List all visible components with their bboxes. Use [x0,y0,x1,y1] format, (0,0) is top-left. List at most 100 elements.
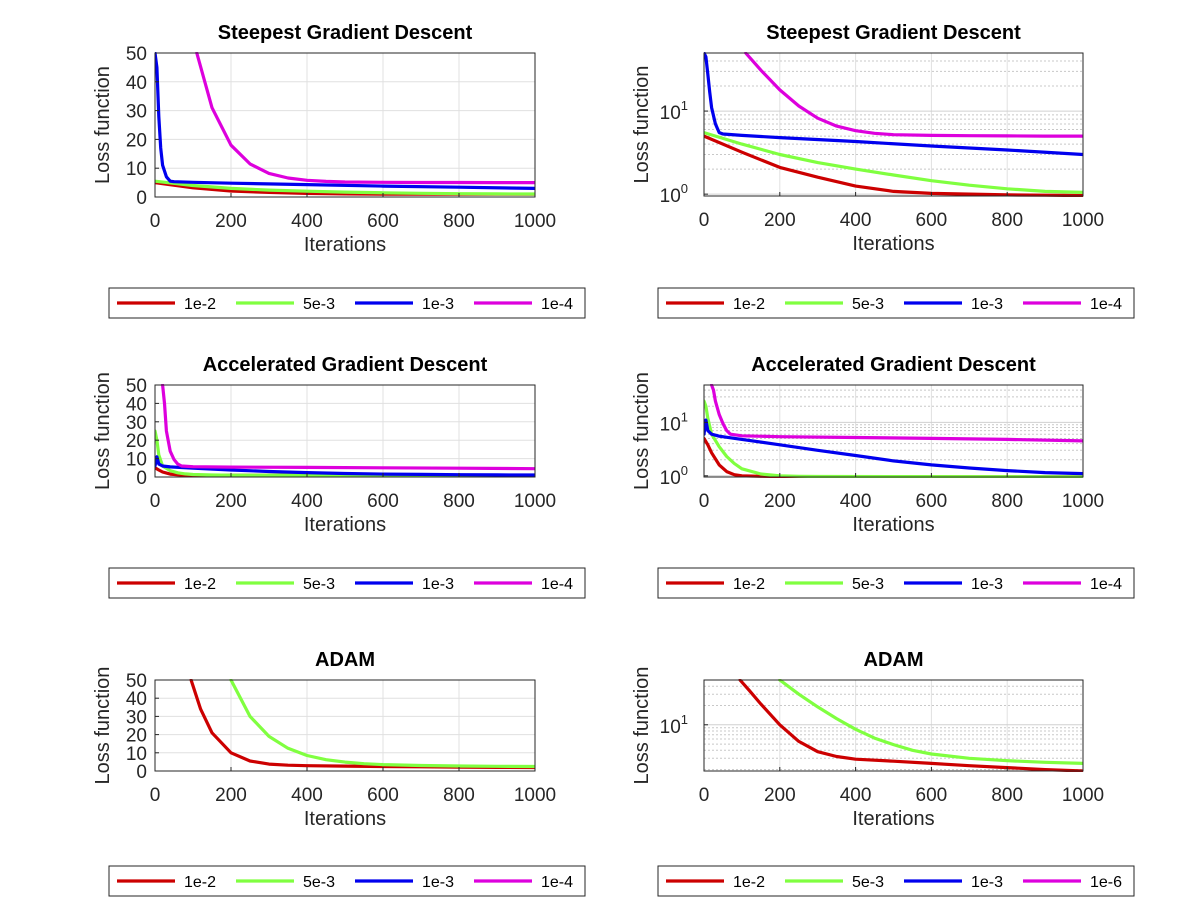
y-tick-label: 40 [126,73,147,94]
y-tick-label: 40 [126,394,147,415]
y-tick-label: 10 [126,450,147,471]
legend-label-5e-3: 5e-3 [852,576,884,593]
chart-panel-4: 0 200 400 600 800 1000 100 101 Accelerated Gradi… [631,354,1135,599]
legend-label-1e-4: 1e-4 [1090,576,1122,593]
axes-box [154,679,536,772]
y-tick-label: 100 [660,181,688,207]
x-axis-label: Iterations [852,233,934,255]
series-group [704,384,1083,478]
y-tick-label: 30 [126,707,147,728]
y-tick-label: 30 [126,102,147,123]
legend-label-1e-4: 1e-4 [1090,296,1122,313]
legend-label-1e-4: 1e-4 [541,576,573,593]
legend: 1e-2 5e-3 1e-3 1e-4 [657,567,1135,599]
chart-title: Steepest Gradient Descent [766,22,1021,44]
series-group [738,679,1083,772]
x-tick-label: 800 [991,210,1023,231]
legend-label-5e-3: 5e-3 [303,296,335,313]
plot-area [155,385,535,477]
legend-box [657,567,1135,599]
legend-box [108,287,586,319]
series-group [189,679,535,770]
legend-label-1e-3: 1e-3 [971,576,1003,593]
chart-panel-2: 0 200 400 600 800 1000 100 101 Steepest Gradient… [631,22,1135,319]
legend-label-1e-3: 1e-3 [422,576,454,593]
x-tick-label: 200 [215,211,247,232]
series-line-1e-2 [704,134,1083,197]
legend: 1e-2 5e-3 1e-3 1e-6 [657,865,1135,897]
x-tick-label: 0 [150,491,161,512]
series-line-5e-3 [704,399,1083,478]
x-tick-label: 600 [367,211,399,232]
y-tick-label: 0 [136,468,147,489]
x-tick-label: 800 [443,491,475,512]
chart-title: Accelerated Gradient Descent [751,354,1036,376]
series-line-1e-4 [709,384,1083,443]
y-axis-label: Loss function [631,667,653,785]
series-line-1e-3 [704,418,1083,476]
y-axis-label: Loss function [631,66,653,184]
x-tick-label: 600 [367,785,399,806]
y-tick-label: 101 [660,712,688,738]
x-tick-label: 400 [840,210,872,231]
y-tick-label: 50 [126,44,147,65]
legend-label-1e-3: 1e-3 [971,874,1003,891]
y-tick-label: 20 [126,431,147,452]
x-axis-label: Iterations [304,514,386,536]
axes-box [703,384,1084,478]
series-line-5e-3 [229,679,535,769]
y-tick-label: 10 [126,744,147,765]
y-tick-label: 101 [660,409,688,435]
axes-box [703,679,1084,772]
legend-label-1e-2: 1e-2 [733,874,765,891]
series-line-1e-3 [155,455,535,477]
x-tick-label: 1000 [1062,785,1104,806]
x-tick-label: 1000 [514,491,556,512]
legend: 1e-2 5e-3 1e-3 1e-4 [108,287,586,319]
series-line-1e-3 [704,52,1083,157]
chart-panel-6: 0 200 400 600 800 1000 101 ADAM Iterations Loss f… [631,649,1135,897]
x-axis-label: Iterations [852,514,934,536]
plot-area [155,680,535,771]
x-tick-label: 400 [291,785,323,806]
chart-title: Accelerated Gradient Descent [203,354,488,376]
y-axis-label: Loss function [92,372,114,490]
series-line-1e-2 [738,679,1083,772]
legend-label-5e-3: 5e-3 [852,296,884,313]
y-axis-label: Loss function [92,66,114,184]
series-line-5e-3 [155,429,535,477]
y-tick-label: 40 [126,689,147,710]
legend-label-1e-3: 1e-3 [422,296,454,313]
chart-title: Steepest Gradient Descent [218,22,473,44]
y-tick-label: 0 [136,188,147,209]
x-tick-label: 1000 [1062,491,1104,512]
x-tick-label: 600 [367,491,399,512]
x-tick-label: 200 [764,491,796,512]
legend-label-1e-2: 1e-2 [733,296,765,313]
legend-label-1e-4: 1e-4 [541,296,573,313]
x-tick-label: 1000 [514,211,556,232]
legend-label-5e-3: 5e-3 [303,874,335,891]
plot-area [155,53,535,197]
y-tick-label: 100 [660,463,688,489]
axes-box [154,52,536,198]
legend-label-1e-2: 1e-2 [184,874,216,891]
plot-area [704,680,1083,771]
x-tick-label: 600 [916,210,948,231]
legend-label-1e-2: 1e-2 [184,296,216,313]
legend-label-1e-3: 1e-3 [422,874,454,891]
x-axis-label: Iterations [304,808,386,830]
legend-label-5e-3: 5e-3 [303,576,335,593]
y-tick-label: 30 [126,413,147,434]
series-line-1e-4 [161,384,535,471]
x-tick-label: 0 [150,785,161,806]
x-tick-label: 0 [150,211,161,232]
legend-label-1e-6: 1e-6 [1090,874,1122,891]
x-tick-label: 800 [991,491,1023,512]
legend: 1e-2 5e-3 1e-3 1e-4 [657,287,1135,319]
x-tick-label: 0 [699,210,710,231]
legend-label-1e-3: 1e-3 [971,296,1003,313]
